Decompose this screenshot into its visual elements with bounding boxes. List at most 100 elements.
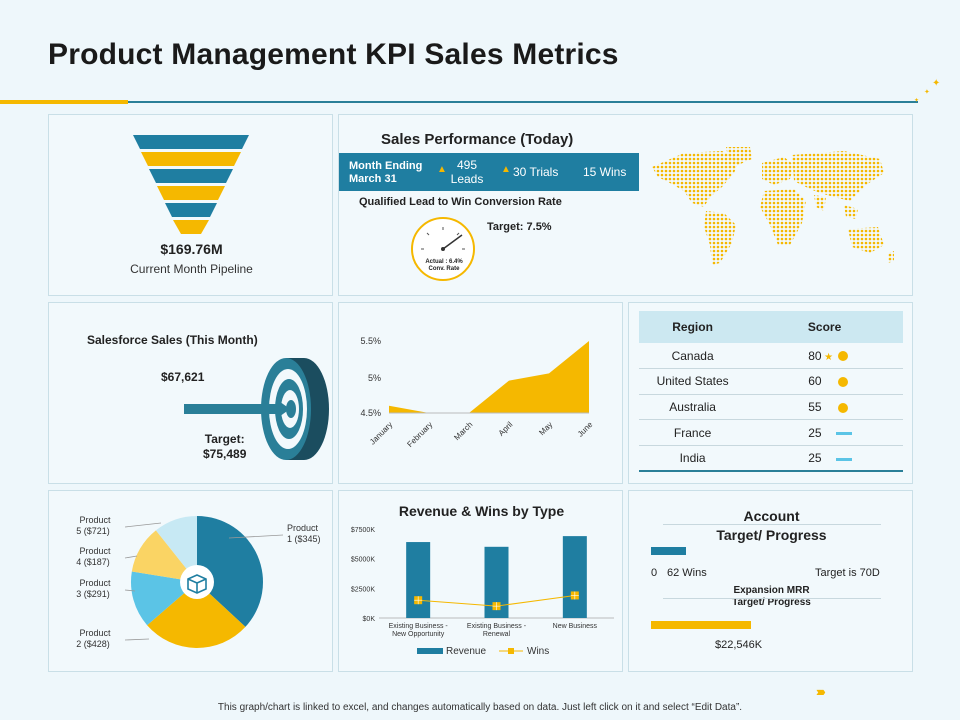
score-cell: 25 [746, 445, 903, 472]
pie-slice [155, 516, 197, 582]
x-tick-label: February [405, 420, 434, 449]
conversion-trend-panel: 5.5% 5% 4.5% January February March April May Ju… [338, 302, 623, 484]
sparkle-icon: ✦ [932, 78, 941, 89]
salesforce-value: $67,621 [161, 370, 205, 384]
account-panel: Account Target/ Progress 0 62 Wins Targe… [628, 490, 913, 672]
month-ending-line1: Month Ending [349, 160, 423, 172]
pie-center [180, 565, 214, 599]
divider [663, 598, 881, 599]
region-column-header: Region [639, 311, 747, 343]
account-title-line1: Account [743, 508, 800, 524]
funnel-band [149, 169, 233, 183]
product-pie-panel: Product 1 ($345) Product 2 ($428) Product 3 (… [48, 490, 333, 672]
pie-label: Product [79, 578, 111, 588]
y-tick-label: 5% [368, 373, 381, 383]
wins-start: 0 [651, 567, 658, 579]
sales-performance-title: Sales Performance (Today) [381, 131, 574, 148]
pipeline-caption: Current Month Pipeline [130, 262, 253, 276]
score-cell: 25 [746, 419, 903, 446]
funnel-band [141, 152, 241, 166]
status-dash-icon [835, 457, 852, 461]
status-dot-icon [837, 377, 848, 388]
gauge-icon [411, 217, 475, 281]
sales-performance-panel: Sales Performance (Today) Month Ending M… [338, 114, 913, 296]
salesforce-panel: Salesforce Sales (This Month) $67,621 Ta… [48, 302, 333, 484]
leads-count: 495 [456, 158, 478, 172]
package-icon [187, 574, 207, 594]
gauge-conv: Conv. Rate [428, 266, 460, 272]
pie-label: 3 ($291) [76, 589, 110, 599]
salesforce-target-value: $75,489 [203, 447, 247, 461]
score-value: 55 [808, 399, 822, 414]
kpi-strip: Month Ending March 31 ▲ 495 Leads ▲ 30 T… [339, 153, 639, 191]
footer-note: This graph/chart is linked to excel, and… [217, 702, 743, 713]
table-row: India 25 [639, 445, 903, 472]
legend-label-wins: Wins [527, 646, 549, 657]
region-score-panel: Region Score Canada 80 ★ United States 60 Aus… [628, 302, 913, 484]
x-tick-label: March [452, 420, 474, 442]
region-cell: Canada [639, 343, 747, 370]
table-row: Australia 55 [639, 394, 903, 421]
conversion-area-chart: 5.5% 5% 4.5% January February March April May Ju… [360, 336, 595, 449]
table-row: Canada 80 ★ [639, 343, 903, 370]
revenue-bar [406, 542, 431, 618]
mrr-title: Expansion MRR Target/ Progress [629, 585, 914, 609]
trials-metric: 30 Trials [513, 165, 559, 179]
mrr-title-line2: Target/ Progress [732, 597, 811, 608]
pie-leader-line [124, 522, 162, 528]
conversion-title: Qualified Lead to Win Conversion Rate [359, 196, 562, 208]
salesforce-target: Target: $75,489 [203, 432, 246, 462]
gauge-actual: Actual : 6.4% [425, 259, 463, 265]
pie-leader-line [124, 555, 138, 559]
x-tick-label: June [576, 420, 595, 439]
score-cell: 55 [746, 394, 903, 421]
pie-leader-line [228, 534, 284, 539]
status-dot-icon [837, 402, 848, 413]
status-dash-icon [835, 431, 852, 435]
month-ending-line2: March 31 [349, 173, 397, 185]
mrr-progress-bar [651, 621, 751, 629]
pie-label: 5 ($721) [76, 526, 110, 536]
score-value: 25 [808, 425, 822, 440]
salesforce-title: Salesforce Sales (This Month) [87, 333, 258, 347]
account-title-line2: Target/ Progress [716, 527, 827, 543]
table-bottom-rule [639, 470, 903, 472]
score-column-header: Score [746, 311, 903, 343]
status-dot-icon [837, 351, 848, 362]
leads-metric: 495 Leads [449, 158, 485, 186]
pie-slice [131, 530, 197, 582]
legend-swatch-revenue [417, 648, 443, 654]
wins-target: Target is 70D [815, 567, 880, 579]
month-ending-label: Month Ending March 31 [349, 160, 422, 186]
pie-leader-line [124, 589, 136, 592]
table-row: France 25 [639, 419, 903, 446]
leads-label: Leads [450, 172, 484, 186]
conversion-target: Target: 7.5% [487, 221, 552, 233]
mrr-title-line1: Expansion MRR [733, 585, 810, 596]
region-cell: France [639, 419, 747, 446]
divider [663, 524, 881, 525]
title-accent-bar [0, 100, 128, 104]
account-title: Account Target/ Progress [629, 507, 914, 545]
y-tick-label: $5000K [351, 557, 375, 564]
score-cell: 60 [746, 368, 903, 395]
x-tick-label: January [368, 420, 394, 446]
area-series [389, 341, 589, 413]
pie-label: 2 ($428) [76, 639, 110, 649]
score-value: 80 [808, 348, 822, 363]
package-outline [187, 574, 207, 594]
funnel-band [173, 220, 209, 234]
region-table-body: Canada 80 ★ United States 60 Australia 55 Franc… [639, 343, 903, 472]
funnel-graphic [133, 135, 249, 234]
package-fold [187, 578, 207, 593]
region-cell: United States [639, 368, 747, 395]
pipeline-panel: $169.76M Current Month Pipeline [48, 114, 333, 296]
pie-label: 4 ($187) [76, 557, 110, 567]
wins-progress-bar [651, 547, 686, 555]
gauge-readout: Actual : 6.4% Conv. Rate [415, 259, 473, 273]
revenue-wins-title: Revenue & Wins by Type [398, 503, 565, 519]
x-tick-label: Existing Business - [467, 623, 527, 630]
funnel-band [157, 186, 225, 200]
funnel-band [165, 203, 217, 217]
